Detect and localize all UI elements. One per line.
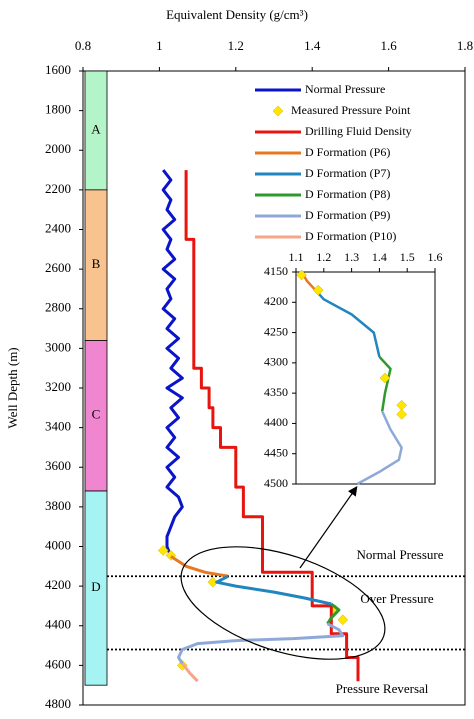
measured-point	[312, 284, 324, 296]
series-line	[378, 355, 392, 412]
series-line	[184, 170, 360, 682]
annotation: Normal Pressure	[356, 547, 443, 562]
y-tick-label: 4400	[45, 617, 71, 632]
x-tick-label: 1.6	[380, 38, 397, 53]
y-tick-label: 3200	[45, 379, 71, 394]
legend-label: Drilling Fluid Density	[305, 124, 412, 138]
x-tick-label: 1.2	[228, 38, 244, 53]
x-axis-title: Equivalent Density (g/cm³)	[166, 7, 308, 22]
legend-label: D Formation (P8)	[305, 187, 390, 201]
y-tick-label: 4200	[45, 577, 71, 592]
measured-point	[337, 614, 349, 626]
legend-label: D Formation (P7)	[305, 166, 390, 180]
y-tick-label: 4250	[264, 324, 288, 338]
legend-label: Normal Pressure	[305, 82, 385, 96]
x-tick-label: 1.5	[400, 250, 415, 264]
x-tick-label: 1.6	[428, 250, 443, 264]
annotation: Over Pressure	[360, 591, 434, 606]
measured-point	[296, 269, 307, 281]
legend-marker	[272, 105, 284, 117]
y-tick-label: 4200	[264, 294, 288, 308]
y-tick-label: 3400	[45, 419, 71, 434]
y-tick-label: 2000	[45, 141, 71, 156]
measured-point	[379, 372, 391, 384]
series-line	[177, 622, 345, 665]
x-tick-label: 0.8	[75, 38, 91, 53]
y-tick-label: 4300	[264, 355, 288, 369]
x-tick-label: 1.8	[457, 38, 473, 53]
legend-label: D Formation (P6)	[305, 145, 390, 159]
annotation: Pressure Reversal	[336, 681, 429, 696]
y-tick-label: 4450	[264, 445, 288, 459]
y-tick-label: 3600	[45, 458, 71, 473]
measured-point	[157, 545, 169, 556]
inset-frame	[295, 271, 436, 485]
x-tick-label: 1.2	[316, 250, 331, 264]
y-tick-label: 4400	[264, 415, 288, 429]
legend-label: D Formation (P9)	[305, 208, 390, 222]
y-tick-label: 4600	[45, 656, 71, 671]
series-line	[161, 169, 184, 557]
y-tick-label: 3000	[45, 339, 71, 354]
series-line	[356, 410, 403, 486]
formation-label: A	[91, 121, 101, 136]
legend-label: D Formation (P10)	[305, 229, 396, 243]
y-tick-label: 2800	[45, 300, 71, 315]
highlight-ellipse	[180, 546, 386, 660]
y-tick-label: 1800	[45, 102, 71, 117]
y-tick-label: 4800	[45, 696, 71, 711]
y-tick-label: 2400	[45, 220, 71, 235]
formation-label: C	[92, 407, 101, 422]
zoom-arrow	[299, 486, 358, 569]
series-line	[326, 602, 341, 625]
y-tick-label: 2200	[45, 181, 71, 196]
legend-label: Measured Pressure Point	[291, 103, 411, 117]
measured-point	[396, 408, 407, 420]
x-tick-label: 1.1	[289, 250, 304, 264]
series-line	[314, 289, 381, 358]
series-line	[170, 555, 229, 578]
y-tick-label: 4000	[45, 537, 71, 552]
y-tick-label: 3800	[45, 498, 71, 513]
x-tick-label: 1.4	[372, 250, 387, 264]
x-tick-label: 1.3	[344, 250, 359, 264]
y-tick-label: 4350	[264, 385, 288, 399]
series-line	[181, 662, 199, 683]
measured-point	[165, 550, 177, 561]
measured-point	[207, 576, 219, 588]
formation-label: B	[92, 256, 101, 271]
x-tick-label: 1	[156, 38, 163, 53]
series-line	[215, 574, 332, 606]
formation-band	[84, 490, 108, 686]
y-tick-label: 1600	[45, 62, 71, 77]
formation-label: D	[91, 579, 100, 594]
y-tick-label: 4150	[264, 264, 288, 278]
y-tick-label: 4500	[264, 476, 288, 490]
x-tick-label: 1.4	[304, 38, 321, 53]
y-tick-label: 2600	[45, 260, 71, 275]
y-axis-title: Well Depth (m)	[5, 347, 20, 428]
